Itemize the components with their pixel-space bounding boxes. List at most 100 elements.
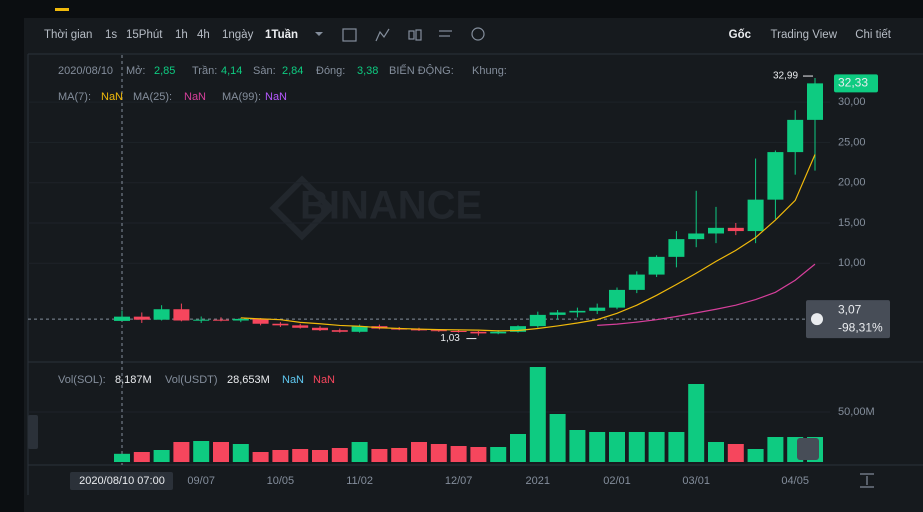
ma-label: MA(7): <box>58 91 91 103</box>
header-label: Đóng: <box>316 65 345 77</box>
vol-value: 8,187M <box>115 374 152 386</box>
timeframe-tab[interactable]: 1ngày <box>222 29 254 41</box>
x-tick-label: 04/05 <box>781 475 809 487</box>
header-label: Sàn: <box>253 65 276 77</box>
view-tab[interactable]: Gốc <box>729 29 752 41</box>
vol-value: 28,653M <box>227 374 270 386</box>
candle-body <box>153 309 170 320</box>
x-tick-label: 10/05 <box>267 475 295 487</box>
icon[interactable] <box>408 30 415 40</box>
dropdown[interactable] <box>315 32 323 36</box>
volume-bar <box>213 442 229 462</box>
last-price-badge <box>834 74 878 93</box>
y-tick-label: 20,00 <box>838 177 866 189</box>
ma-value: NaN <box>101 91 123 103</box>
volume-bar <box>549 414 566 462</box>
timeframe-tab[interactable]: 1Tuần <box>265 29 298 41</box>
volume-bar <box>331 448 348 462</box>
volume-bar <box>727 444 744 462</box>
left-strip <box>0 18 24 512</box>
header-value: 2,85 <box>154 65 175 77</box>
x-tick-label: 09/07 <box>187 475 215 487</box>
volume-bar <box>648 432 665 462</box>
volume-bar <box>589 432 606 462</box>
logo <box>269 175 335 241</box>
volume-bar <box>430 444 447 462</box>
volume-bar <box>173 442 190 462</box>
volume-bar <box>510 434 526 462</box>
vol-ma: NaN <box>313 374 335 386</box>
candle-body <box>173 309 190 321</box>
volume-bar <box>371 449 388 462</box>
candle-body <box>272 323 289 326</box>
collapse-button[interactable] <box>28 415 38 449</box>
volume-bar <box>411 442 427 462</box>
volume-bar <box>114 453 130 462</box>
timeframe-tab[interactable]: 1h <box>175 29 188 41</box>
icon[interactable] <box>375 28 390 42</box>
candle-body <box>807 83 823 120</box>
candle-body <box>747 199 764 232</box>
ma-label: MA(25): <box>133 91 172 103</box>
candle-body <box>470 331 487 334</box>
candle-body <box>767 152 784 200</box>
volume-bar <box>391 448 408 462</box>
candle-body <box>351 326 368 332</box>
header-label: Mở: <box>126 65 145 77</box>
timeframe-tab[interactable]: Thời gian <box>44 29 92 41</box>
volume-bar <box>569 430 586 462</box>
tab-indicator <box>55 8 69 11</box>
header-value: 4,14 <box>221 65 242 77</box>
header-date: 2020/08/10 <box>58 65 113 77</box>
icon[interactable] <box>342 28 357 42</box>
candle-body <box>331 330 348 332</box>
low-label: 1,03 <box>440 333 460 344</box>
candle-body <box>114 316 130 321</box>
candle-body <box>609 289 625 308</box>
header-range: Khung: <box>472 65 507 77</box>
ma-line <box>240 154 816 332</box>
ma-label: MA(99): <box>222 91 261 103</box>
scroll-button[interactable] <box>797 438 819 460</box>
timeframe-tab[interactable]: 15Phút <box>126 29 163 41</box>
view-tab[interactable]: Chi tiết <box>855 29 892 41</box>
vol-ma: NaN <box>282 374 304 386</box>
timeframe-tab[interactable]: 4h <box>197 29 210 41</box>
view-tab[interactable]: Trading View <box>771 29 838 41</box>
candle-body <box>668 239 685 257</box>
candle-body <box>510 326 526 332</box>
volume-bar <box>470 447 487 462</box>
icon[interactable] <box>415 29 422 41</box>
time-badge <box>70 472 173 490</box>
y-tick-label: 15,00 <box>838 217 866 229</box>
vol-label: Vol(SOL): <box>58 374 106 386</box>
timeframe-tab[interactable]: 1s <box>105 29 117 41</box>
candle-body <box>312 327 328 331</box>
candle-body <box>252 318 269 324</box>
icon[interactable] <box>471 27 485 41</box>
volume-bar <box>153 450 170 462</box>
cursor-time: 2020/08/10 07:00 <box>79 475 165 487</box>
header-label: Trần: <box>192 65 217 77</box>
candle-body <box>727 227 744 232</box>
cursor-badge <box>806 300 890 339</box>
candle-body <box>213 319 229 321</box>
y2-tick-label: 50,00M <box>838 406 875 418</box>
header-change: BIẾN ĐỘNG: <box>389 64 454 77</box>
volume-bar <box>292 449 309 462</box>
volume-bar <box>193 441 210 462</box>
volume-bar <box>688 384 705 462</box>
x-tick-label: 02/01 <box>603 475 631 487</box>
volume-bar <box>747 449 764 462</box>
last-price: 32,33 <box>838 76 868 90</box>
ma-value: NaN <box>184 91 206 103</box>
candle-body <box>292 325 309 328</box>
candle-body <box>529 314 546 327</box>
volume-bar <box>133 452 150 462</box>
volume-bar <box>767 437 784 462</box>
add-button[interactable] <box>811 313 823 326</box>
candle-body <box>648 256 665 275</box>
volume-bar <box>232 444 249 462</box>
